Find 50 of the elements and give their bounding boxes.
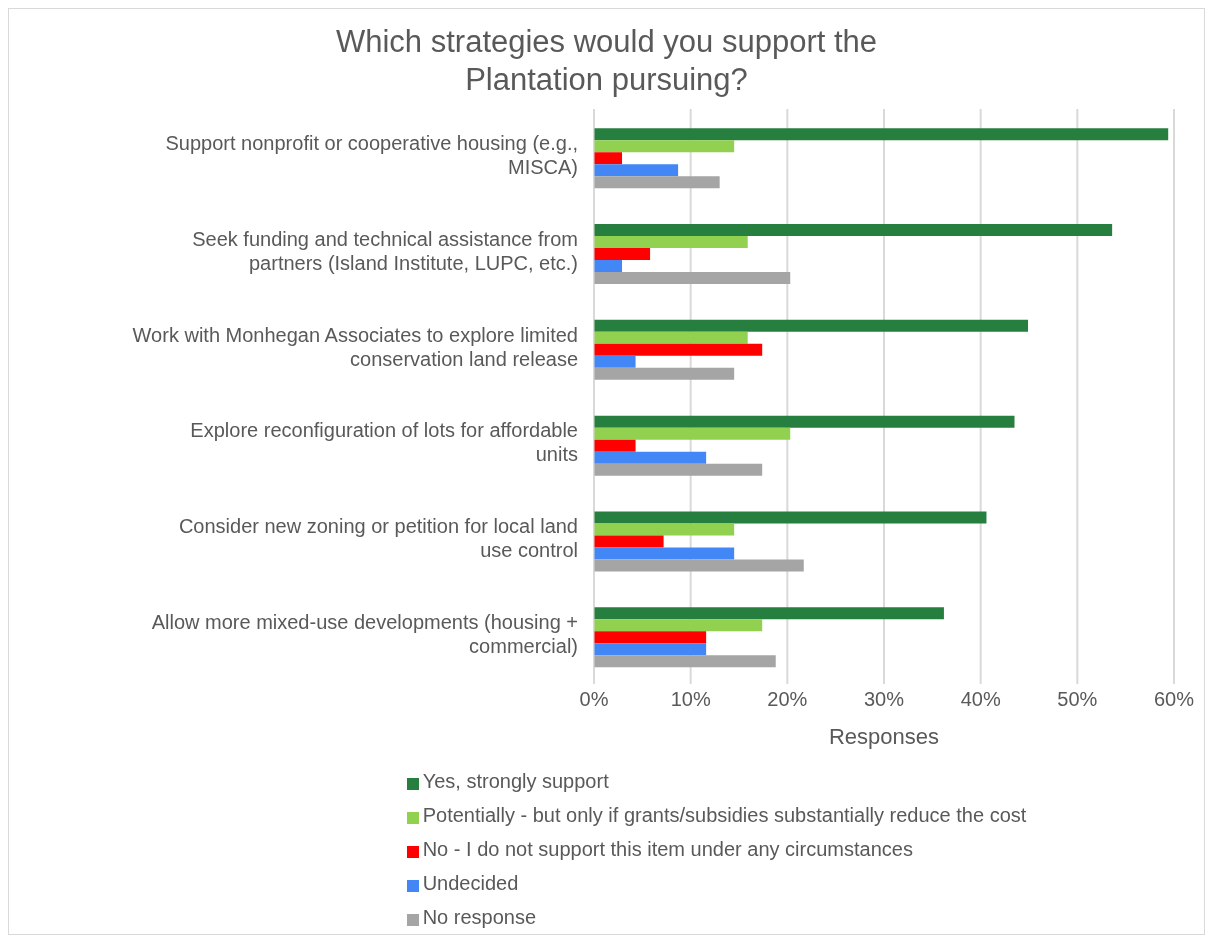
y-tick-label: Explore reconfiguration of lots for affordable units (190, 419, 578, 466)
bar (594, 523, 735, 536)
bar (594, 140, 735, 153)
x-tick-label: 40% (960, 688, 1001, 711)
x-tick-label: 20% (767, 688, 808, 711)
x-tick-label: 30% (863, 688, 905, 711)
bar (594, 248, 651, 260)
bar (594, 631, 707, 644)
bar (594, 260, 623, 272)
bar (594, 619, 763, 632)
bar (594, 331, 748, 344)
bar (594, 439, 636, 452)
bar (594, 655, 776, 668)
bar (594, 236, 748, 248)
legend-label: Yes, strongly support (422, 770, 609, 792)
bar (594, 535, 664, 548)
bar (594, 427, 791, 440)
bar (594, 547, 735, 560)
bar (594, 367, 735, 380)
bar (594, 319, 1029, 332)
bar (594, 128, 1169, 141)
bar (594, 451, 707, 464)
bar (594, 607, 944, 620)
bar (594, 343, 763, 356)
chart-title: Which strategies would you support the Plantation pursuing? (334, 23, 879, 99)
bar (594, 415, 1015, 428)
bar (594, 176, 720, 189)
bar (594, 152, 623, 165)
y-tick-label: Support nonprofit or cooperative housing (e.g., MISCA) (165, 132, 578, 179)
legend-label: No - I do not support this item under any circumstances (422, 838, 913, 860)
legend-label: Potentially - but only if grants/subsidies substantially reduce the cost (422, 804, 1027, 826)
bar (594, 164, 679, 177)
bar (594, 559, 804, 572)
bar (594, 511, 987, 524)
bar (594, 355, 636, 368)
bar (594, 643, 707, 656)
y-tick-label: Work with Monhegan Associates to explore limited conservation land release (132, 323, 578, 370)
bar (594, 224, 1113, 236)
y-tick-label: Allow more mixed-use developments (housing + commercial) (151, 611, 578, 658)
x-tick-label: 10% (670, 688, 711, 711)
legend-label: Undecided (422, 872, 519, 894)
x-axis-title: Responses (828, 724, 940, 749)
y-tick-label: Seek funding and technical assistance from partners (Island Institute, LUPC, etc.) (192, 228, 578, 275)
bar (594, 272, 791, 284)
bar (594, 463, 763, 476)
x-tick-label: 0% (579, 688, 609, 711)
legend-label: No response (422, 906, 537, 928)
x-tick-label: 50% (1057, 688, 1098, 711)
x-tick-label: 60% (1153, 688, 1195, 711)
y-tick-label: Consider new zoning or petition for local land use control (178, 515, 578, 562)
